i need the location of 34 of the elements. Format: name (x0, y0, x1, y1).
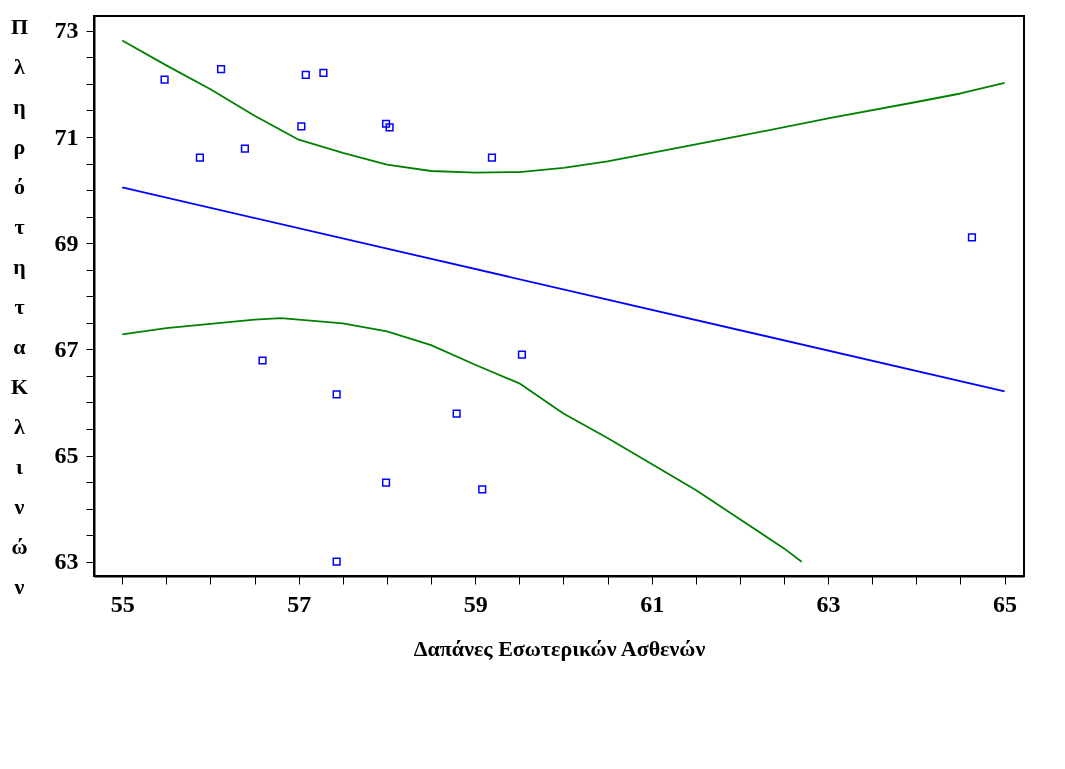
point (332, 390, 341, 399)
point (381, 478, 391, 487)
point (319, 68, 328, 77)
point (967, 233, 977, 242)
y-tick-label: 73 (54, 17, 79, 44)
point (301, 70, 310, 80)
line-series (121, 317, 803, 563)
point (332, 557, 341, 566)
point (297, 122, 306, 131)
point (216, 64, 226, 74)
y-tick-label: 67 (54, 335, 79, 362)
point (487, 153, 497, 162)
y-tick-label: 71 (54, 123, 79, 150)
point (195, 153, 204, 162)
point (258, 356, 267, 365)
x-tick-label: 59 (463, 590, 488, 617)
line-series (121, 39, 1006, 174)
y-tick-label: 69 (54, 229, 79, 256)
x-tick-label: 61 (640, 590, 665, 617)
x-tick-label: 63 (816, 590, 841, 617)
x-axis-title: Δαπάνες Εσωτερικών Ασθενών (413, 635, 706, 661)
y-tick-label: 63 (54, 548, 79, 575)
point (452, 409, 461, 418)
x-tick-label: 55 (110, 590, 135, 617)
point (517, 350, 527, 359)
point (240, 144, 249, 153)
point (478, 485, 487, 494)
point (160, 75, 169, 84)
y-tick-label: 65 (54, 442, 79, 469)
point (381, 119, 391, 128)
x-tick-label: 65 (993, 590, 1018, 617)
text: Πληρότητα Κλινών (10, 13, 29, 599)
x-tick-label: 57 (287, 590, 312, 617)
point (385, 123, 394, 132)
